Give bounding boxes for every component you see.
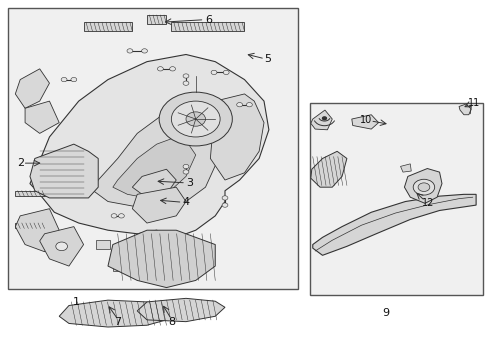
Circle shape [185, 112, 205, 126]
Circle shape [157, 67, 163, 71]
Polygon shape [108, 230, 215, 288]
Text: 7: 7 [114, 317, 121, 327]
Circle shape [71, 77, 77, 82]
Polygon shape [83, 22, 132, 31]
Circle shape [127, 49, 133, 53]
Polygon shape [310, 151, 346, 187]
Polygon shape [15, 69, 49, 108]
Polygon shape [404, 168, 441, 203]
Text: 3: 3 [186, 178, 193, 188]
Polygon shape [210, 94, 264, 180]
Text: 10: 10 [360, 115, 372, 125]
Polygon shape [132, 187, 185, 223]
Polygon shape [25, 101, 59, 134]
Circle shape [222, 203, 227, 207]
Circle shape [183, 81, 188, 85]
Bar [150, 269, 163, 278]
Circle shape [211, 70, 217, 75]
Circle shape [142, 49, 147, 53]
Polygon shape [400, 164, 410, 172]
Bar [8, 8, 298, 289]
Circle shape [412, 179, 434, 195]
Text: 4: 4 [183, 197, 190, 207]
Text: 6: 6 [204, 15, 211, 25]
Circle shape [61, 77, 67, 82]
Circle shape [118, 214, 124, 218]
Text: 11: 11 [467, 98, 479, 108]
Polygon shape [458, 104, 470, 115]
Circle shape [183, 74, 188, 78]
Polygon shape [15, 223, 44, 228]
Circle shape [223, 70, 229, 75]
Polygon shape [310, 110, 331, 130]
Bar [126, 248, 138, 255]
Polygon shape [113, 137, 195, 198]
Polygon shape [147, 15, 166, 24]
Polygon shape [137, 298, 224, 321]
Polygon shape [59, 300, 166, 327]
Circle shape [171, 101, 220, 137]
Circle shape [159, 92, 232, 146]
Circle shape [183, 170, 188, 174]
Text: 8: 8 [167, 317, 175, 327]
Text: 12: 12 [421, 198, 433, 208]
Circle shape [56, 242, 67, 251]
Circle shape [417, 183, 429, 192]
Polygon shape [171, 22, 244, 31]
Bar [96, 240, 110, 249]
Text: 9: 9 [382, 308, 388, 318]
Polygon shape [30, 144, 98, 198]
Circle shape [111, 214, 117, 218]
Circle shape [183, 165, 188, 169]
Polygon shape [15, 209, 59, 252]
Polygon shape [132, 169, 176, 194]
Circle shape [169, 67, 175, 71]
Polygon shape [351, 115, 378, 129]
Polygon shape [93, 108, 224, 209]
Circle shape [236, 103, 242, 107]
Bar [113, 262, 132, 271]
Circle shape [322, 117, 326, 120]
Circle shape [246, 103, 252, 107]
Bar [310, 103, 483, 295]
Bar [141, 255, 153, 264]
Text: 2: 2 [17, 158, 24, 168]
Polygon shape [15, 191, 44, 196]
Polygon shape [312, 194, 475, 255]
Bar [163, 248, 178, 255]
Text: 1: 1 [73, 297, 80, 307]
Polygon shape [30, 54, 268, 237]
Circle shape [222, 196, 227, 200]
Polygon shape [40, 226, 83, 266]
Text: 5: 5 [264, 54, 271, 64]
